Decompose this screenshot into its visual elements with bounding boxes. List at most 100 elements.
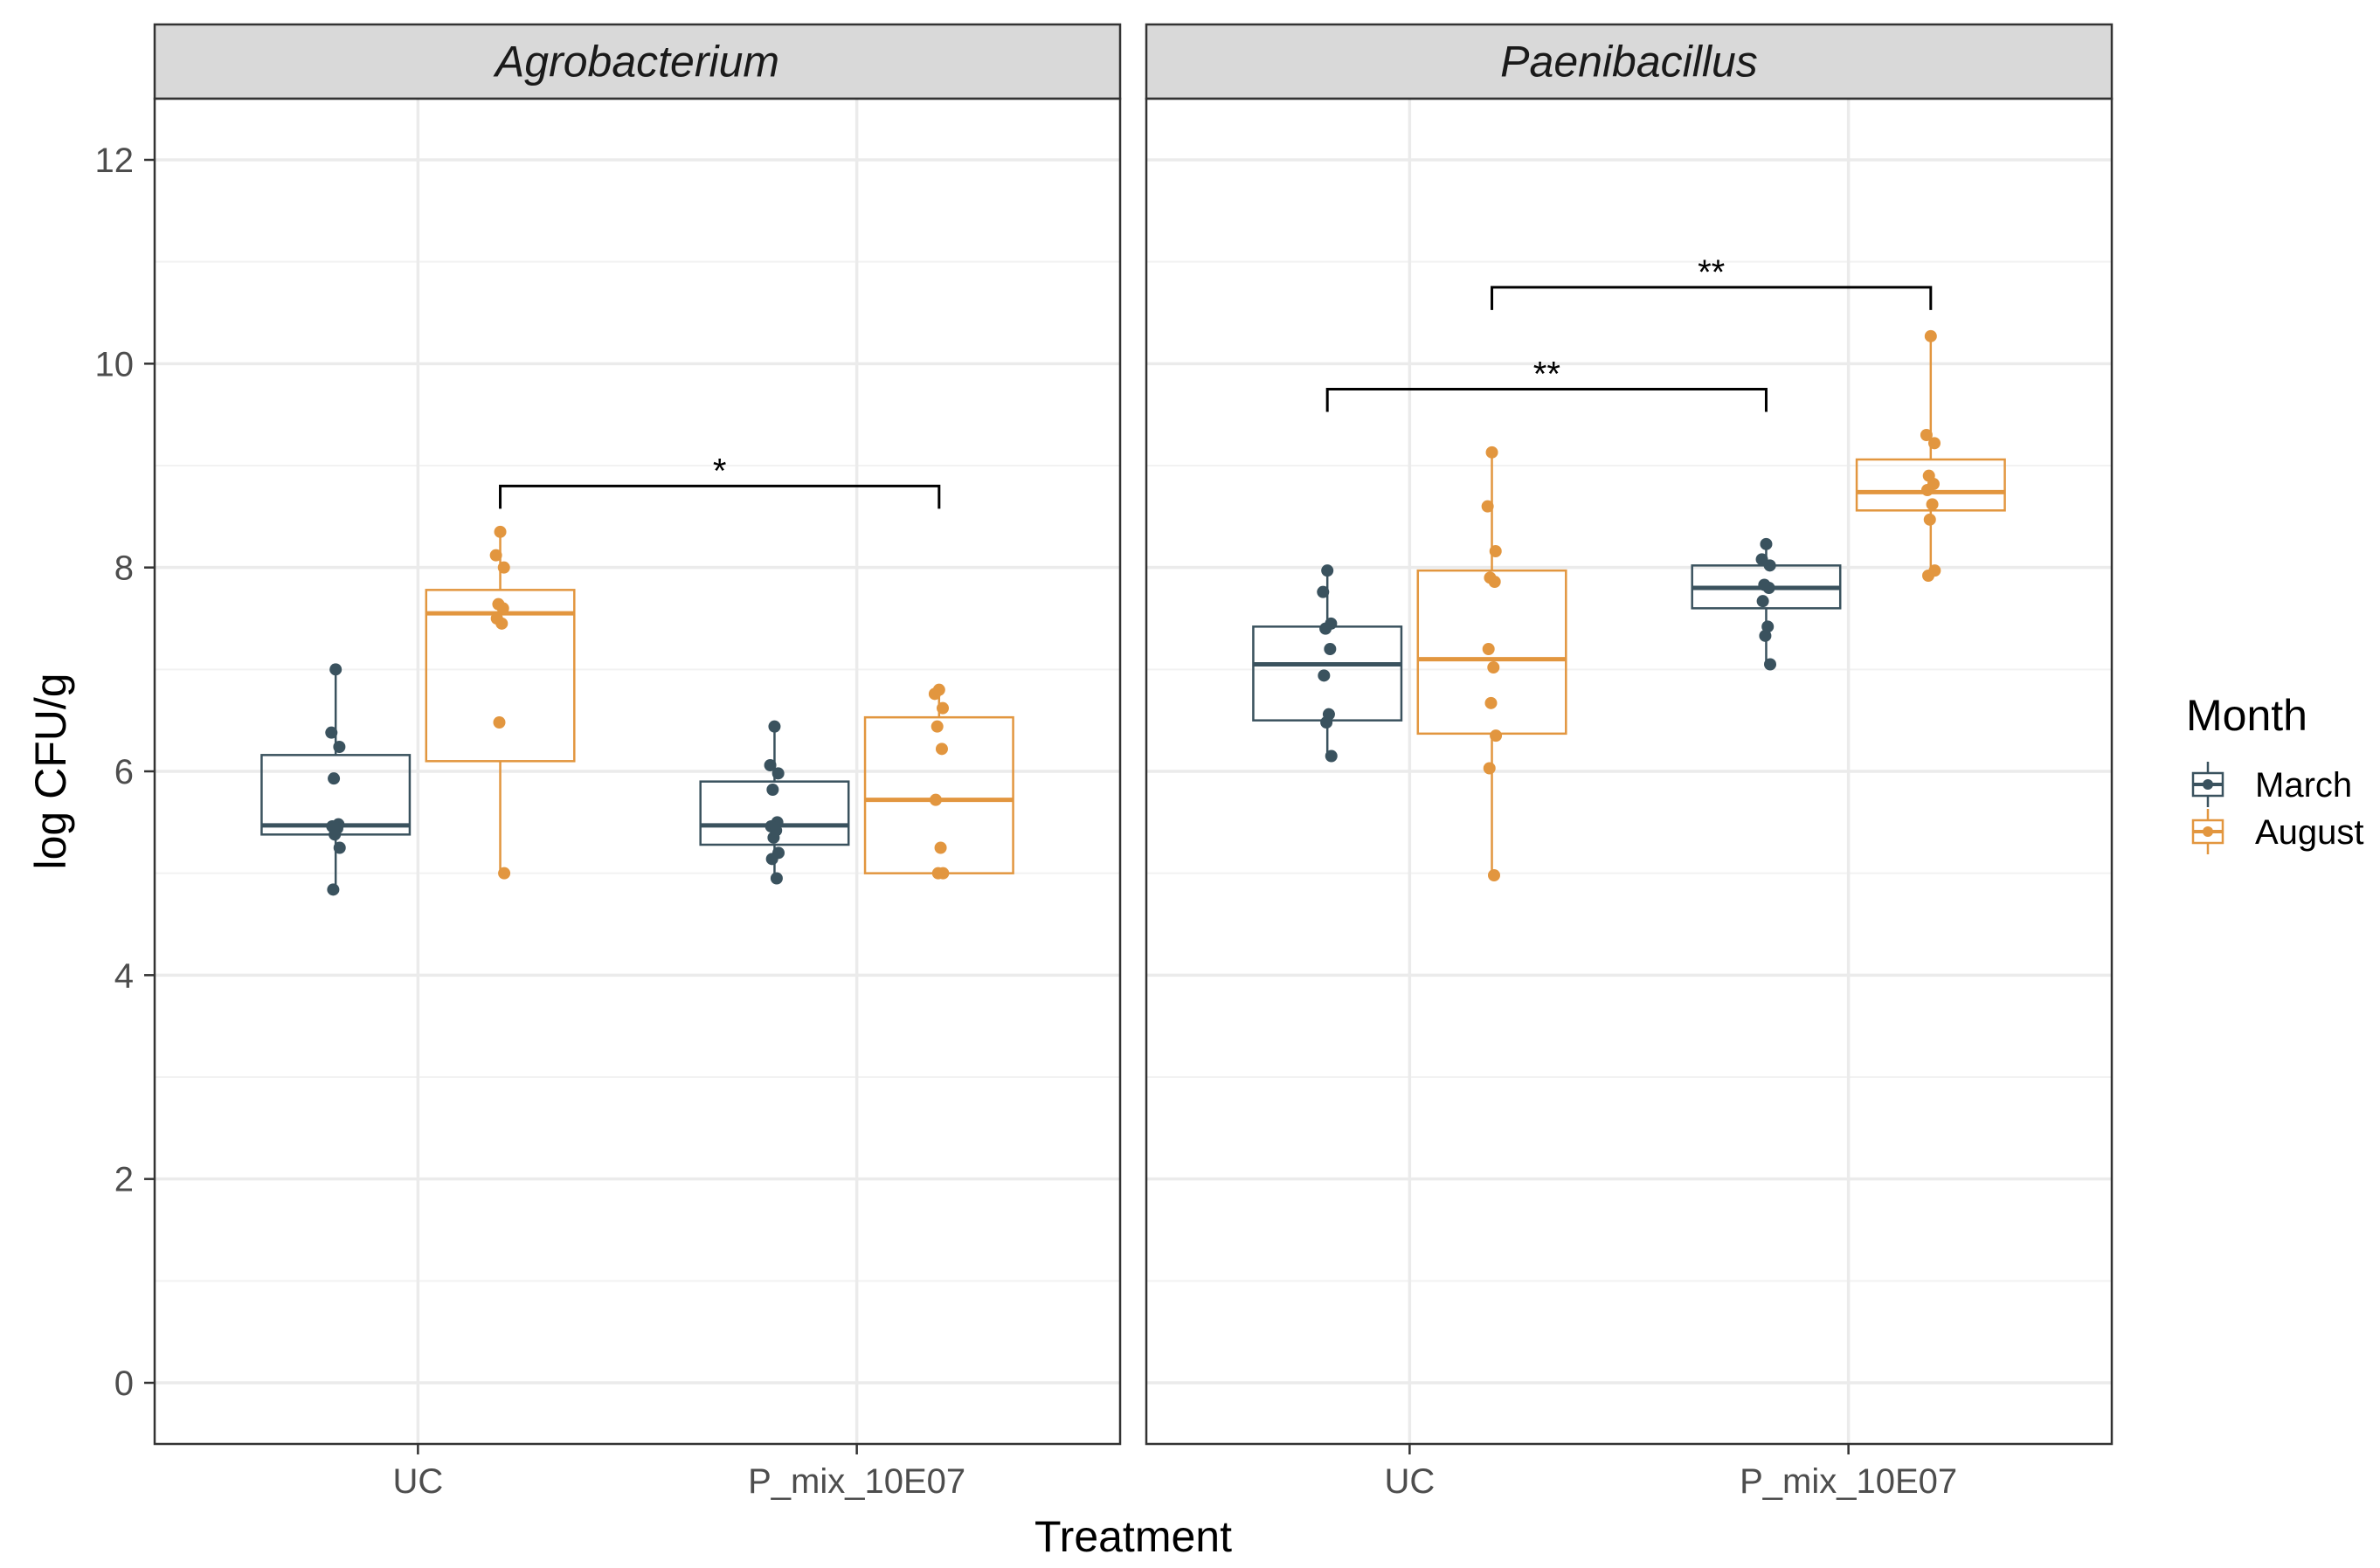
legend-key-point <box>2203 826 2213 837</box>
y-tick-label: 0 <box>114 1364 134 1403</box>
data-point <box>1490 729 1503 743</box>
data-point <box>1763 559 1776 572</box>
data-point <box>1761 620 1775 633</box>
data-point <box>325 726 338 739</box>
box <box>1855 458 2006 512</box>
data-point <box>928 687 941 701</box>
data-point <box>1924 329 1937 342</box>
y-tick-label: 2 <box>114 1161 134 1199</box>
data-point <box>766 784 779 796</box>
boxplot-uc-march <box>260 663 412 896</box>
significance-label: * <box>713 452 727 490</box>
data-point <box>498 867 511 880</box>
significance-bracket: ** <box>1491 253 1933 310</box>
data-point <box>767 831 780 844</box>
bracket-line <box>1491 286 1933 310</box>
data-point <box>1481 500 1494 513</box>
legend-key-point <box>2203 779 2213 790</box>
data-point <box>1318 669 1331 682</box>
data-point <box>497 561 510 574</box>
strip-background <box>1145 23 2114 100</box>
data-point <box>1319 622 1332 635</box>
data-point <box>1762 582 1775 594</box>
data-point <box>1325 749 1338 763</box>
boxplot-uc-august <box>1416 446 1567 881</box>
y-tick-label: 4 <box>114 957 134 995</box>
legend-key-august <box>2191 809 2224 854</box>
panel-border <box>1145 97 2114 1446</box>
legend-title: Month <box>2186 691 2307 740</box>
data-point <box>935 743 948 756</box>
x-tick-label: P_mix_10E07 <box>1740 1462 1957 1501</box>
data-point <box>329 828 342 841</box>
strip-label: Paenibacillus <box>1500 38 1758 86</box>
bracket-line <box>1325 388 1768 412</box>
box <box>699 780 850 846</box>
x-tick-label: UC <box>392 1462 443 1501</box>
data-point <box>1484 696 1498 709</box>
x-tick-label: P_mix_10E07 <box>748 1462 965 1501</box>
data-point <box>1488 576 1501 588</box>
data-point <box>1483 762 1496 775</box>
strip-label: Agrobacterium <box>493 38 779 86</box>
y-tick-label: 6 <box>114 753 134 791</box>
y-tick-label: 12 <box>95 142 135 180</box>
boxplot-p_mix_10e07-august <box>863 683 1014 880</box>
data-point <box>770 872 783 885</box>
significance-label: ** <box>1533 356 1560 394</box>
data-point <box>937 867 950 880</box>
data-point <box>329 663 342 676</box>
data-point <box>328 772 341 785</box>
data-point <box>333 741 346 753</box>
data-point <box>1756 595 1769 608</box>
x-axis-title: Treatment <box>1034 1512 1232 1561</box>
data-point <box>1487 869 1500 881</box>
significance-bracket: ** <box>1325 356 1768 412</box>
data-point <box>934 841 947 854</box>
boxplot-p_mix_10e07-march <box>699 720 850 885</box>
legend-label-august: August <box>2255 813 2364 852</box>
data-point <box>929 793 942 806</box>
box <box>425 589 576 763</box>
significance-label: ** <box>1698 253 1725 292</box>
data-point <box>764 759 777 771</box>
data-point <box>1321 564 1334 577</box>
data-point <box>1920 484 1934 496</box>
data-point <box>931 720 944 733</box>
data-point <box>1320 716 1333 729</box>
data-point <box>493 716 506 729</box>
x-tick-label: UC <box>1384 1462 1435 1501</box>
y-tick-label: 8 <box>114 549 134 588</box>
data-point <box>489 549 502 562</box>
data-point <box>765 853 778 866</box>
data-point <box>1317 585 1330 598</box>
legend-key-march <box>2191 762 2224 807</box>
data-point <box>1324 643 1337 655</box>
panel-paenibacillus: Paenibacillus ** ** UC P_mix_10E07 <box>1145 23 2114 1501</box>
data-point <box>494 525 507 538</box>
data-point <box>937 701 950 715</box>
data-point <box>495 617 509 630</box>
data-point <box>1760 537 1773 550</box>
boxplot-p_mix_10e07-august <box>1855 329 2006 582</box>
data-point <box>1922 570 1935 582</box>
significance-bracket: * <box>499 452 941 509</box>
data-point <box>333 841 346 854</box>
boxplot-uc-march <box>1252 564 1403 763</box>
data-point <box>1928 437 1941 450</box>
data-point <box>1489 545 1502 557</box>
data-point <box>1759 629 1772 642</box>
y-axis-title: log CFU/g <box>26 673 75 869</box>
legend-label-march: March <box>2255 766 2352 805</box>
data-point <box>1764 658 1777 671</box>
data-point <box>496 602 509 615</box>
boxplot-p_mix_10e07-march <box>1691 537 1842 671</box>
panel-agrobacterium: Agrobacterium * UC P_mix_10E07 <box>153 23 1122 1501</box>
data-point <box>1485 446 1498 459</box>
strip-background <box>153 23 1122 100</box>
legend: Month March August <box>2186 691 2364 854</box>
bracket-line <box>499 484 941 509</box>
data-point <box>1482 643 1495 655</box>
data-point <box>327 883 340 896</box>
